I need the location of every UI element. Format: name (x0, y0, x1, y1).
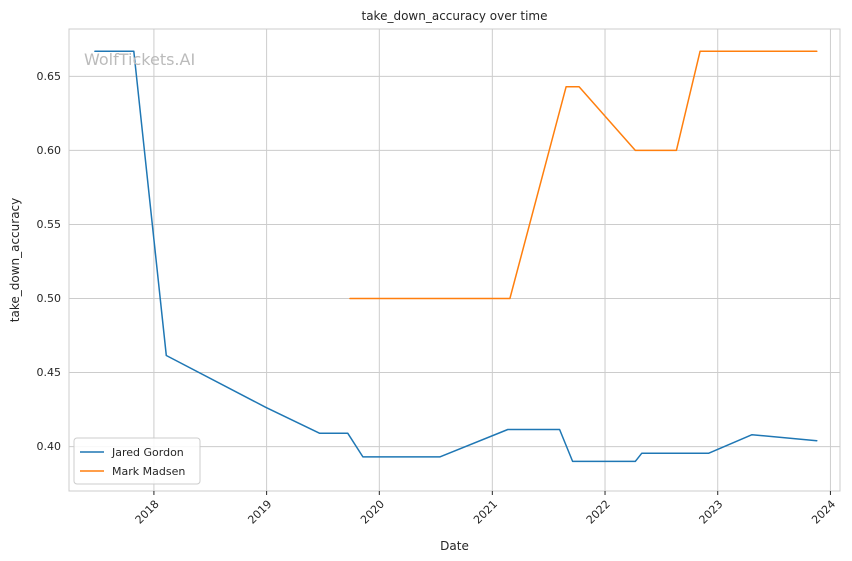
x-tick-label: 2024 (809, 498, 838, 527)
y-tick-label: 0.45 (37, 366, 62, 379)
chart-title: take_down_accuracy over time (362, 9, 548, 23)
x-tick-label: 2021 (471, 498, 500, 527)
watermark: WolfTickets.AI (84, 50, 195, 69)
y-tick-label: 0.65 (37, 70, 62, 83)
x-axis: 2018 2019 2020 2021 2022 2023 2024 (133, 491, 838, 527)
x-tick-label: 2020 (358, 498, 387, 527)
y-tick-label: 0.60 (37, 144, 62, 157)
y-tick-label: 0.40 (37, 440, 62, 453)
series-line-mark-madsen (349, 50, 818, 300)
series-lines (94, 50, 818, 463)
y-tick-label: 0.50 (37, 292, 62, 305)
x-tick-label: 2018 (133, 498, 162, 527)
legend: Jared Gordon Mark Madsen (73, 437, 201, 485)
x-axis-label: Date (440, 539, 469, 553)
x-tick-label: 2023 (697, 498, 726, 527)
legend-label-jared-gordon: Jared Gordon (111, 446, 184, 459)
y-axis: 0.40 0.45 0.50 0.55 0.60 0.65 (37, 70, 62, 453)
x-tick-label: 2019 (245, 498, 274, 527)
x-tick-label: 2022 (584, 498, 613, 527)
grid (69, 29, 840, 491)
legend-label-mark-madsen: Mark Madsen (112, 465, 185, 478)
y-axis-label: take_down_accuracy (8, 198, 22, 322)
plot-area (68, 28, 841, 492)
series-line-jared-gordon (94, 50, 818, 463)
legend-box (73, 437, 201, 485)
y-tick-label: 0.55 (37, 218, 62, 231)
